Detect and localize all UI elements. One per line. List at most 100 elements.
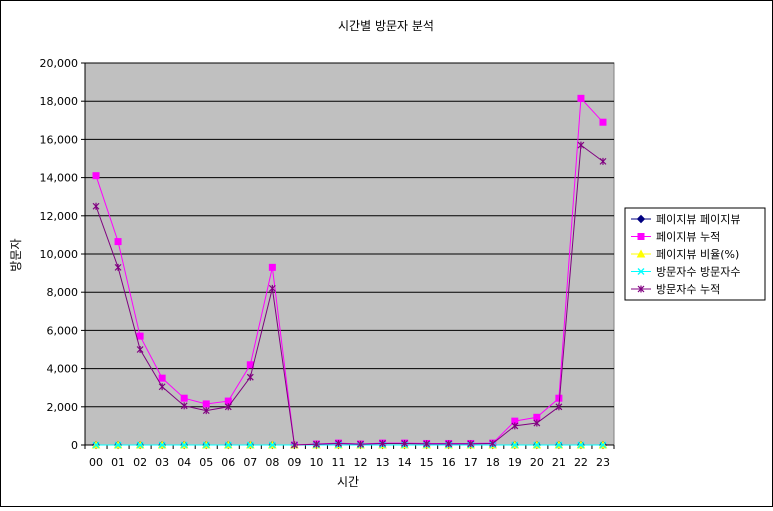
legend-marker	[637, 233, 645, 240]
x-tick-label: 03	[155, 456, 169, 469]
data-point	[92, 172, 100, 180]
y-tick-label: 8,000	[47, 286, 79, 299]
data-point	[489, 439, 497, 447]
data-point	[401, 439, 409, 447]
y-tick-label: 18,000	[40, 95, 79, 108]
x-tick-label: 16	[442, 456, 456, 469]
series-line	[95, 144, 604, 446]
data-point	[92, 202, 100, 210]
data-point	[577, 441, 585, 449]
x-tick-label: 17	[464, 456, 478, 469]
data-point	[268, 441, 276, 449]
x-tick-label: 05	[199, 456, 213, 469]
data-point	[511, 422, 519, 430]
x-tick-label: 18	[486, 456, 500, 469]
data-point	[313, 440, 320, 448]
data-point	[224, 403, 232, 411]
data-point	[180, 394, 188, 402]
legend-label: 페이지뷰 비율(%)	[656, 248, 739, 261]
data-point	[577, 141, 585, 149]
y-tick-label: 12,000	[40, 210, 79, 223]
legend-label: 방문자수 누적	[656, 283, 720, 296]
legend-marker	[637, 285, 645, 293]
series-3	[92, 441, 607, 449]
legend-label: 페이지뷰 누적	[656, 231, 720, 244]
data-point	[357, 440, 364, 448]
legend-marker	[636, 249, 646, 258]
legend-marker	[637, 268, 645, 275]
data-point	[467, 440, 475, 448]
data-point	[423, 440, 431, 448]
data-point	[158, 441, 166, 449]
y-tick-label: 10,000	[40, 248, 79, 261]
x-tick-label: 07	[243, 456, 257, 469]
data-point	[136, 332, 144, 340]
data-point	[202, 400, 210, 408]
x-tick-label: 06	[221, 456, 235, 469]
data-point	[114, 441, 122, 449]
x-tick-label: 21	[552, 456, 566, 469]
x-tick-label: 10	[309, 456, 323, 469]
x-tick-label: 20	[530, 456, 544, 469]
data-point	[533, 419, 541, 427]
y-tick-label: 4,000	[47, 363, 79, 376]
x-tick-label: 14	[398, 456, 412, 469]
x-tick-label: 09	[287, 456, 301, 469]
x-tick-label: 15	[420, 456, 434, 469]
x-tick-label: 12	[354, 456, 368, 469]
x-axis-label: 시간	[337, 475, 359, 489]
data-point	[180, 441, 188, 449]
data-point	[511, 441, 519, 449]
x-tick-label: 04	[177, 456, 191, 469]
legend-marker	[636, 214, 646, 224]
x-tick-label: 19	[508, 456, 522, 469]
data-point	[555, 403, 563, 411]
y-tick-label: 16,000	[40, 133, 79, 146]
x-tick-label: 23	[596, 456, 610, 469]
data-point	[555, 394, 563, 402]
data-point	[202, 441, 210, 449]
data-point	[268, 284, 276, 292]
data-point	[92, 441, 100, 449]
data-point	[114, 238, 122, 246]
data-point	[555, 441, 563, 449]
x-tick-label: 02	[133, 456, 147, 469]
data-point	[599, 157, 607, 165]
x-tick-label: 08	[265, 456, 279, 469]
data-point	[599, 118, 607, 126]
x-tick-label: 01	[111, 456, 125, 469]
data-point	[136, 441, 144, 449]
chart-title: 시간별 방문자 분석	[338, 19, 434, 33]
y-tick-label: 20,000	[40, 57, 79, 70]
data-point	[533, 413, 541, 421]
y-axis-label: 방문자	[9, 238, 23, 271]
data-point	[335, 439, 342, 447]
data-point	[180, 402, 188, 410]
data-point	[445, 440, 453, 448]
data-point	[246, 373, 254, 381]
data-point	[577, 94, 585, 102]
data-point	[114, 263, 122, 271]
data-point	[158, 374, 166, 382]
data-point	[268, 263, 276, 271]
y-tick-label: 14,000	[40, 172, 79, 185]
data-point	[158, 383, 166, 391]
data-point	[379, 439, 386, 447]
x-tick-label: 22	[574, 456, 588, 469]
series-4	[92, 141, 607, 449]
x-tick-label: 13	[376, 456, 390, 469]
data-point	[224, 441, 232, 449]
data-point	[136, 346, 144, 353]
y-tick-label: 2,000	[47, 401, 79, 414]
data-point	[533, 441, 541, 449]
x-tick-label: 11	[331, 456, 345, 469]
data-point	[599, 441, 607, 449]
data-point	[290, 441, 298, 449]
legend-label: 페이지뷰 페이지뷰	[656, 213, 740, 226]
data-point	[202, 407, 210, 415]
data-point	[246, 441, 254, 449]
x-tick-label: 00	[89, 456, 103, 469]
